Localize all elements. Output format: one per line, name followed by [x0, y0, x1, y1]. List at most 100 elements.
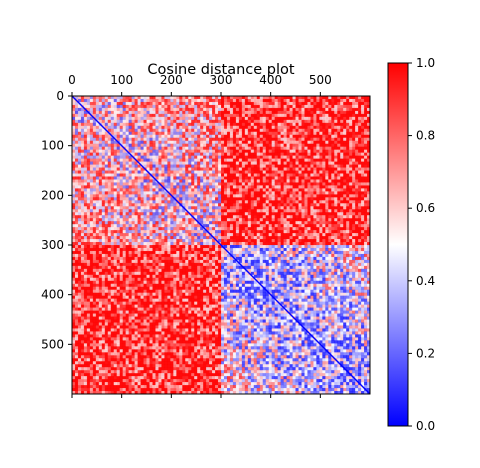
heatmap-cell [331, 146, 335, 150]
heatmap-cell [83, 134, 88, 139]
heatmap-cell [241, 224, 246, 228]
heatmap-cell [167, 96, 171, 100]
heatmap-cell [218, 155, 222, 159]
heatmap-cell [155, 107, 159, 112]
heatmap-cell [277, 140, 281, 144]
heatmap-cell [265, 96, 269, 100]
heatmap-cell [316, 107, 320, 112]
heatmap-cell [152, 131, 156, 136]
heatmap-cell [265, 188, 269, 192]
heatmap-cell [283, 218, 287, 222]
heatmap-cell [95, 218, 100, 222]
heatmap-cell [259, 140, 264, 144]
heatmap-cell [158, 96, 162, 100]
heatmap-cell [170, 200, 174, 204]
heatmap-cell [262, 131, 266, 136]
heatmap-cell [253, 197, 258, 201]
heatmap-cell [161, 167, 165, 171]
heatmap-cell [86, 227, 91, 231]
heatmap-cell [143, 242, 147, 246]
heatmap-cell [149, 221, 153, 225]
heatmap-cell [346, 176, 350, 180]
heatmap-cell [215, 182, 219, 186]
heatmap-cell [229, 119, 234, 124]
heatmap-cell [74, 119, 79, 124]
heatmap-cell [289, 236, 293, 240]
heatmap-cell [304, 203, 308, 207]
heatmap-cell [77, 197, 82, 201]
heatmap-cell [212, 182, 216, 186]
heatmap-cell [203, 212, 207, 216]
heatmap-cell [200, 134, 204, 139]
heatmap-cell [191, 158, 195, 162]
heatmap-cell [337, 182, 341, 186]
heatmap-cell [176, 143, 180, 147]
heatmap-cell [215, 179, 219, 183]
heatmap-cell [137, 149, 141, 153]
heatmap-cell [125, 170, 129, 174]
heatmap-cell [212, 125, 216, 130]
heatmap-cell [191, 101, 195, 106]
heatmap-cell [101, 122, 106, 127]
heatmap-cell [241, 227, 246, 231]
heatmap-cell [304, 170, 308, 174]
heatmap-cell [197, 125, 201, 130]
heatmap-cell [206, 179, 210, 183]
heatmap-cell [280, 191, 284, 195]
heatmap-cell [140, 236, 144, 240]
heatmap-cell [206, 107, 210, 112]
heatmap-cell [271, 194, 275, 198]
heatmap-cell [229, 212, 234, 216]
heatmap-cell [107, 113, 112, 118]
heatmap-cell [149, 197, 153, 201]
heatmap-cell [313, 218, 317, 222]
heatmap-cell [221, 119, 225, 124]
heatmap-cell [155, 131, 159, 136]
heatmap-cell [131, 131, 135, 136]
heatmap-cell [182, 134, 186, 139]
heatmap-cell [229, 98, 234, 103]
heatmap-cell [235, 161, 240, 165]
heatmap-cell [74, 149, 79, 153]
heatmap-cell [152, 164, 156, 168]
heatmap-cell [367, 143, 371, 147]
heatmap-cell [98, 146, 103, 150]
heatmap-cell [137, 146, 141, 150]
heatmap-cell [158, 194, 162, 198]
heatmap-cell [122, 137, 126, 141]
heatmap-cell [250, 98, 255, 103]
heatmap-cell [319, 128, 323, 133]
heatmap-cell [185, 200, 189, 204]
heatmap-cell [152, 134, 156, 139]
heatmap-cell [72, 221, 76, 225]
heatmap-cell [152, 104, 156, 109]
heatmap-cell [200, 242, 204, 246]
heatmap-cell [215, 149, 219, 153]
heatmap-cell [182, 155, 186, 159]
heatmap-cell [209, 125, 213, 130]
heatmap-cell [188, 224, 192, 228]
heatmap-cell [101, 209, 106, 213]
heatmap-cell [185, 152, 189, 156]
heatmap-cell [358, 104, 362, 109]
heatmap-cell [280, 182, 284, 186]
heatmap-cell [170, 197, 174, 201]
heatmap-cell [206, 206, 210, 210]
heatmap-cell [298, 206, 302, 210]
heatmap-cell [161, 182, 165, 186]
heatmap-cell [209, 209, 213, 213]
heatmap-cell [77, 236, 82, 240]
heatmap-cell [113, 239, 117, 243]
heatmap-cell [134, 134, 138, 139]
heatmap-cell [256, 143, 261, 147]
heatmap-cell [116, 215, 120, 219]
heatmap-cell [152, 209, 156, 213]
heatmap-cell [277, 128, 281, 133]
heatmap-cell [170, 119, 174, 124]
heatmap-cell [331, 197, 335, 201]
heatmap-cell [182, 194, 186, 198]
heatmap-cell [206, 200, 210, 204]
heatmap-cell [352, 182, 356, 186]
heatmap-cell [209, 203, 213, 207]
heatmap-cell [128, 182, 132, 186]
